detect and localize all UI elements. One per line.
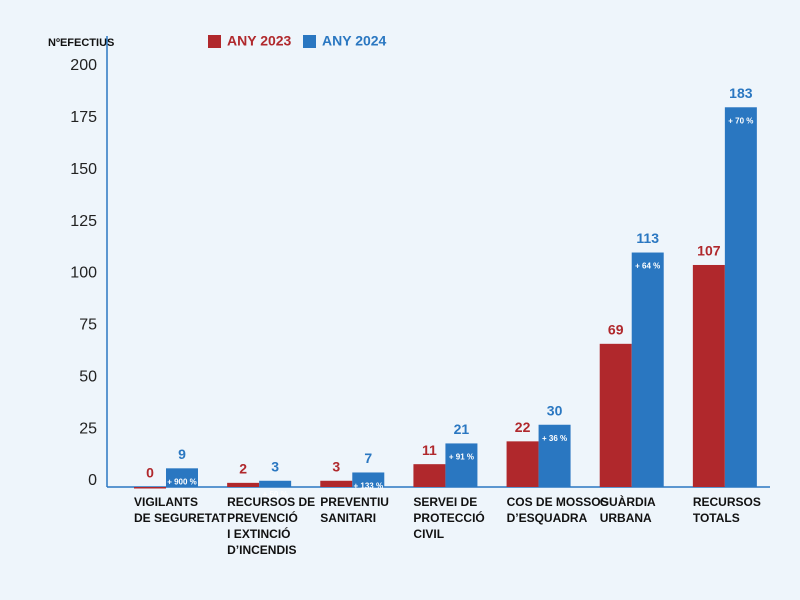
bar	[259, 480, 292, 487]
bar	[631, 252, 664, 487]
value-label: 113	[636, 230, 659, 246]
bar	[445, 443, 478, 487]
legend-label: ANY 2024	[322, 33, 387, 49]
y-tick-label: 25	[79, 420, 97, 437]
y-tick-label: 100	[70, 265, 97, 282]
bar	[724, 107, 757, 488]
change-label: + 64 %	[635, 262, 660, 271]
value-label: 3	[332, 458, 340, 474]
bar	[320, 480, 353, 487]
y-tick-label: 0	[88, 472, 97, 489]
value-label: 22	[515, 419, 531, 435]
x-tick-label: SERVEI DE PROTECCIÓ CIVIL	[413, 495, 484, 541]
value-label: 69	[608, 322, 624, 338]
value-label: 107	[697, 243, 721, 259]
bar	[538, 424, 571, 487]
x-tick-label: RECURSOS TOTALS	[693, 495, 761, 525]
value-label: 9	[178, 446, 186, 462]
change-label: + 91 %	[449, 453, 474, 462]
bar	[352, 472, 385, 487]
change-label: + 900 %	[167, 477, 197, 486]
legend-swatch	[208, 35, 221, 48]
bar	[413, 464, 446, 487]
y-tick-label: 150	[70, 161, 97, 178]
x-tick-label: COS DE MOSSOS D’ESQUADRA	[507, 495, 609, 525]
bar	[166, 468, 198, 487]
x-tick-label: PREVENTIU SANITARI	[320, 495, 389, 525]
bar	[134, 487, 166, 489]
x-tick-label: RECURSOS DE PREVENCIÓ I EXTINCIÓ D’INCENDIS	[227, 495, 315, 557]
y-axis-label: NºEFECTIUS	[48, 37, 114, 49]
change-label: + 133 %	[353, 482, 383, 491]
legend-swatch	[303, 35, 316, 48]
value-label: 30	[547, 402, 563, 418]
y-tick-label: 50	[79, 368, 97, 385]
x-tick-label: VIGILANTS DE SEGURETAT	[134, 495, 227, 525]
value-label: 2	[239, 461, 247, 477]
change-label: + 50 %	[263, 490, 288, 499]
bar	[692, 264, 725, 487]
value-label: 0	[146, 465, 154, 481]
bar	[227, 482, 260, 487]
change-label: + 36 %	[542, 434, 567, 443]
bar	[599, 343, 632, 487]
x-tick-label: GUÀRDIA URBANA	[600, 494, 656, 525]
value-label: 7	[364, 450, 372, 466]
y-tick-label: 175	[70, 109, 97, 126]
value-label: 3	[271, 458, 279, 474]
bar	[506, 441, 539, 487]
change-label: + 70 %	[728, 116, 753, 125]
value-label: 183	[729, 85, 753, 101]
y-tick-label: 75	[79, 317, 97, 334]
value-label: 21	[454, 421, 470, 437]
y-tick-label: 200	[70, 57, 97, 74]
value-label: 11	[422, 442, 437, 458]
y-tick-label: 125	[70, 213, 97, 230]
legend-label: ANY 2023	[227, 33, 292, 49]
